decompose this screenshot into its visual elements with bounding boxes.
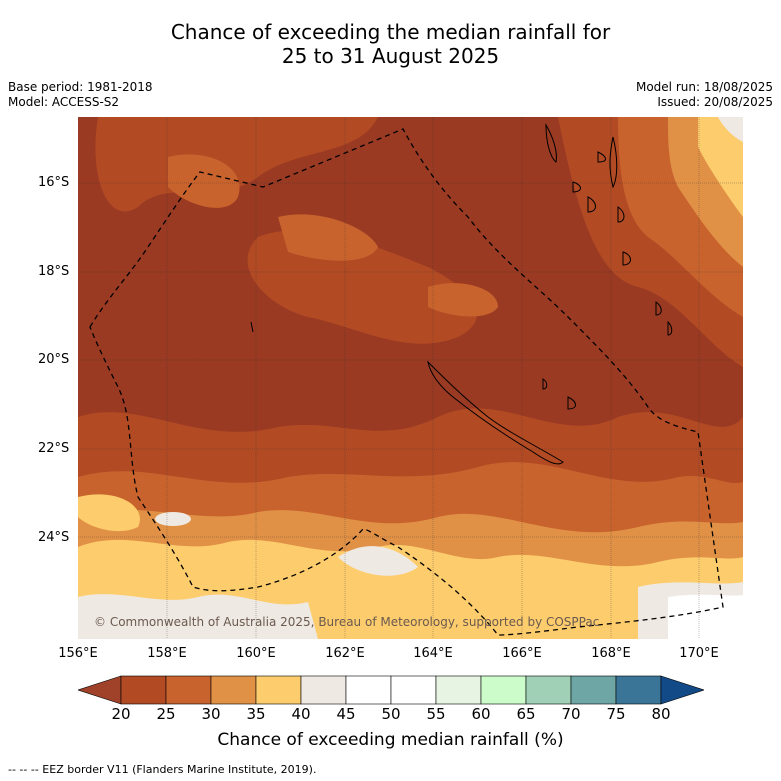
vanuatu-island-3 [609, 136, 618, 189]
colorbar-segment [120, 675, 167, 705]
gridlines [78, 117, 743, 639]
colorbar-segment [165, 675, 212, 705]
colorbar-segment [525, 675, 572, 705]
colorbar-high-arrow [660, 675, 704, 705]
eez-footer-note: -- -- -- EEZ border V11 (Flanders Marine… [8, 763, 317, 776]
colorbar [78, 675, 704, 705]
vanuatu-island-5 [587, 196, 596, 213]
colorbar-tick-label: 70 [561, 705, 581, 723]
copyright-text: © Commonwealth of Australia 2025, Bureau… [94, 615, 599, 629]
region-30-35-north [168, 154, 240, 208]
lon-label-170e: 170°E [679, 646, 719, 661]
region-50-55 [668, 594, 743, 639]
colorbar-segment [345, 675, 392, 705]
vanuatu-island-6 [617, 206, 625, 223]
model-text: Model: ACCESS-S2 [8, 95, 120, 109]
lon-label-166e: 166°E [502, 646, 542, 661]
region-40-45-east [698, 117, 743, 217]
region-30-35-mid2 [428, 283, 498, 317]
region-25-30-north [95, 117, 379, 212]
lat-label-18s: 18°S [38, 264, 70, 279]
chesterfield-islet [250, 321, 254, 333]
loyalty-island-3 [542, 378, 548, 390]
colorbar-tick-label: 30 [201, 705, 221, 723]
colorbar-segment [615, 675, 662, 705]
colorbar-tick-label: 25 [156, 705, 176, 723]
region-45-50-south [338, 546, 418, 576]
lon-label-156e: 156°E [58, 646, 98, 661]
base-period-text: Base period: 1981-2018 [8, 80, 153, 94]
region-40-45-sw [78, 494, 140, 532]
colorbar-tick-label: 80 [651, 705, 671, 723]
colorbar-tick-label: 55 [426, 705, 446, 723]
lat-label-16s: 16°S [38, 175, 70, 190]
region-45-50-spot [155, 512, 191, 526]
colorbar-segment [255, 675, 302, 705]
vanuatu-island-4 [572, 181, 581, 193]
model-run-text: Model run: 18/08/2025 [635, 80, 773, 94]
region-45-50 [78, 594, 318, 639]
loyalty-island-2 [667, 320, 673, 336]
lon-label-168e: 168°E [591, 646, 631, 661]
islands [250, 123, 673, 465]
colorbar-tick-label: 50 [381, 705, 401, 723]
loyalty-island-1 [655, 301, 662, 316]
region-25-30-mid [247, 230, 477, 344]
colorbar-label: Chance of exceeding median rainfall (%) [217, 730, 564, 750]
colorbar-tick-label: 35 [246, 705, 266, 723]
vanuatu-island-2 [597, 151, 606, 163]
colorbar-tick-label: 20 [111, 705, 131, 723]
colorbar-segment [570, 675, 617, 705]
colorbar-tick-label: 40 [291, 705, 311, 723]
colorbar-segment [480, 675, 527, 705]
lon-label-160e: 160°E [236, 646, 276, 661]
colorbar-tick-label: 45 [336, 705, 356, 723]
region-30-35-mid [278, 214, 378, 261]
lon-label-158e: 158°E [147, 646, 187, 661]
lon-label-164e: 164°E [413, 646, 453, 661]
vanuatu-island-7 [622, 251, 631, 266]
rainfall-map: © Commonwealth of Australia 2025, Bureau… [78, 117, 743, 639]
eez-border [89, 128, 724, 636]
issued-text: Issued: 20/08/2025 [657, 95, 773, 109]
colorbar-tick-label: 65 [516, 705, 536, 723]
colorbar-segment [300, 675, 347, 705]
lat-label-22s: 22°S [38, 441, 70, 456]
lat-label-20s: 20°S [38, 352, 70, 367]
colorbar-tick-label: 60 [471, 705, 491, 723]
meta-right: Model run: 18/08/2025 Issued: 20/08/2025 [636, 80, 773, 110]
meta-left: Base period: 1981-2018 Model: ACCESS-S2 [8, 80, 153, 110]
colorbar-tick-label: 75 [606, 705, 626, 723]
colorbar-segment [390, 675, 437, 705]
region-45-50-top [718, 117, 743, 142]
new-caledonia-island [427, 360, 564, 465]
colorbar-low-arrow [78, 675, 122, 705]
lat-label-24s: 24°S [38, 530, 70, 545]
vanuatu-island-1 [545, 123, 557, 163]
map-title-line2: 25 to 31 August 2025 [281, 44, 500, 68]
lon-label-162e: 162°E [325, 646, 365, 661]
map-title-line1: Chance of exceeding the median rainfall … [170, 20, 611, 44]
colorbar-segment [435, 675, 482, 705]
loyalty-island-4 [567, 396, 576, 410]
colorbar-segment [210, 675, 257, 705]
